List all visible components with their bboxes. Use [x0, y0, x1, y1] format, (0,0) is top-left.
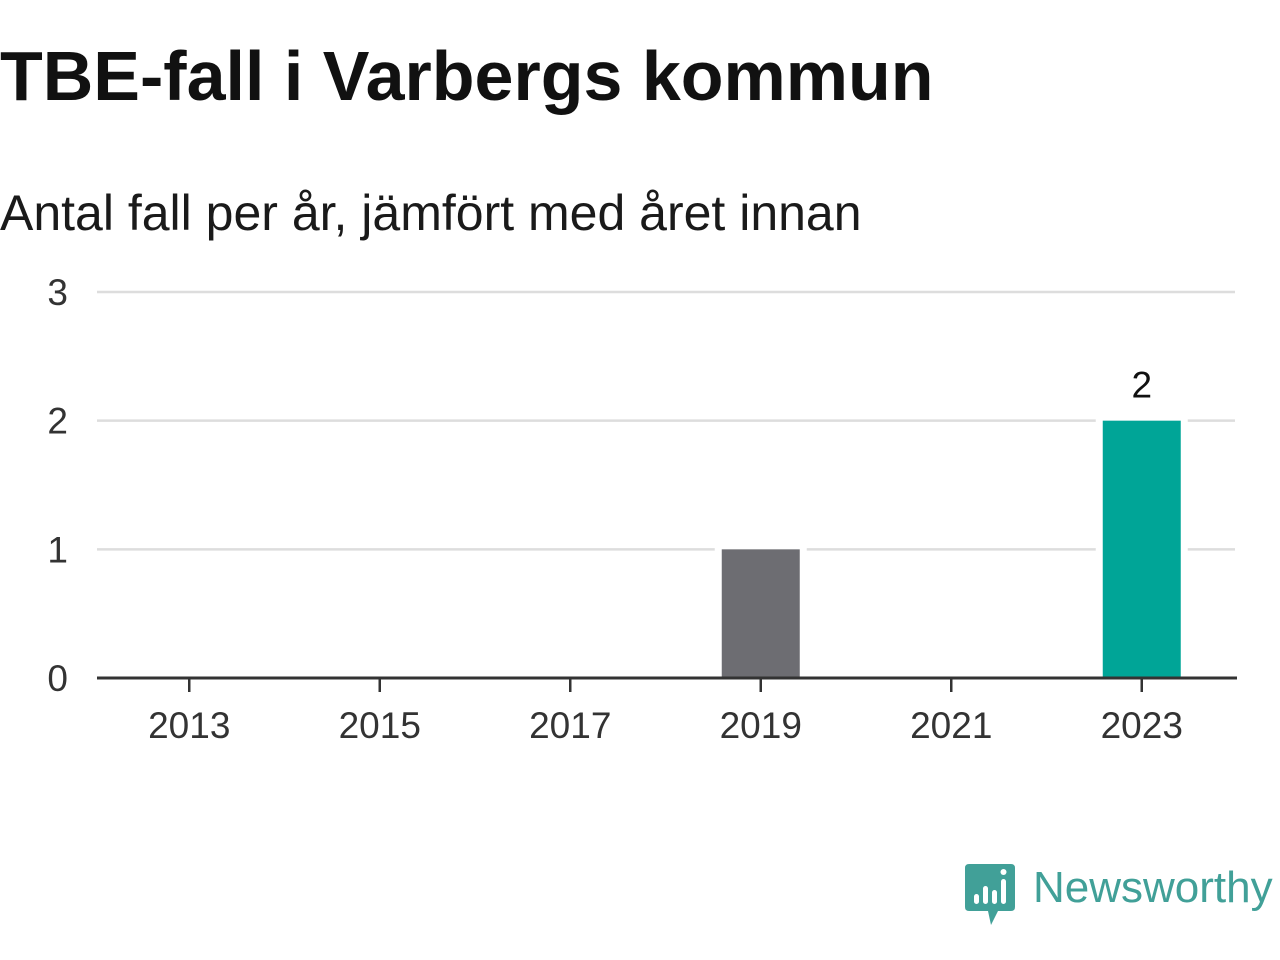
- x-tick-label: 2017: [529, 705, 611, 746]
- x-tick-label: 2023: [1101, 705, 1183, 746]
- bars: [714, 413, 1188, 685]
- logo-dot: [1000, 869, 1007, 875]
- bar: [1095, 413, 1188, 685]
- bar-chart-bubble-icon: [965, 864, 1015, 925]
- logo-bar: [1001, 879, 1006, 904]
- chart-subtitle: Antal fall per år, jämfört med året inna…: [0, 185, 862, 241]
- y-tick-label: 1: [47, 529, 68, 570]
- y-axis: 0 1 2 3: [47, 272, 68, 699]
- bar: [714, 542, 807, 685]
- y-tick-label: 3: [47, 272, 68, 313]
- y-tick-label: 0: [47, 658, 68, 699]
- x-axis: 2013 2015 2017 2019 2021 2023: [148, 678, 1183, 746]
- newsworthy-logo-text: Newsworthy: [1033, 863, 1273, 912]
- logo-bubble-shape: [965, 864, 1015, 925]
- chart-title: TBE-fall i Varbergs kommun: [0, 37, 934, 115]
- y-tick-label: 2: [47, 401, 68, 442]
- x-tick-label: 2019: [720, 705, 802, 746]
- logo-bar: [983, 886, 988, 904]
- bar-value-label: 2: [1131, 365, 1152, 406]
- newsworthy-logo: Newsworthy: [965, 864, 1275, 926]
- x-tick-label: 2013: [148, 705, 230, 746]
- gridlines: [97, 290, 1235, 551]
- logo-bar: [974, 894, 979, 904]
- x-tick-label: 2015: [339, 705, 421, 746]
- logo-bar: [992, 890, 997, 904]
- data-labels: 2: [1131, 365, 1152, 406]
- x-tick-label: 2021: [910, 705, 992, 746]
